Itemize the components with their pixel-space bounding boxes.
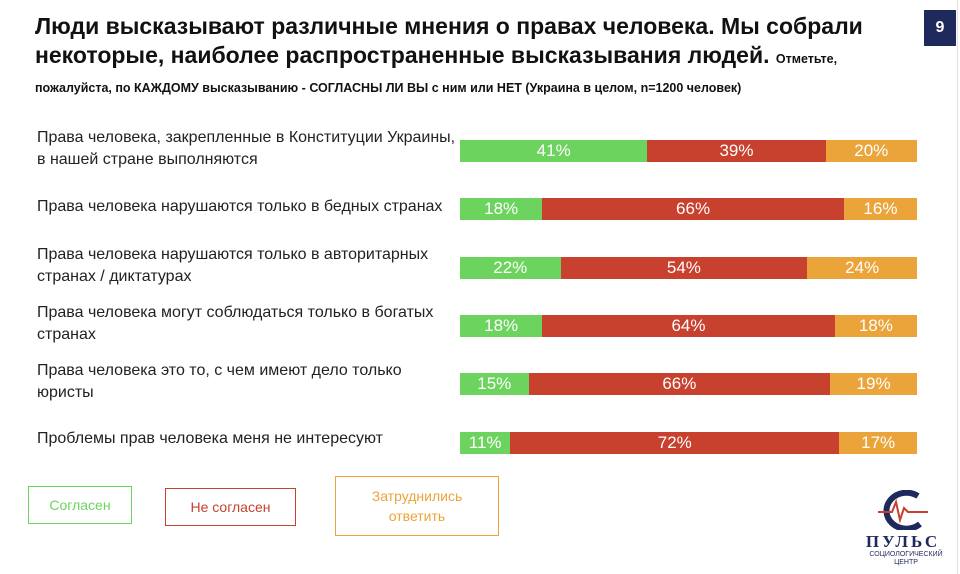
value-label: 15% [477,374,512,393]
bar-segment: 22% [460,257,561,279]
title-block: Люди высказывают различные мнения о прав… [35,12,885,99]
value-label: 18% [858,316,893,335]
category-label: Права человека нарушаются только в автор… [37,246,429,285]
bar-segment: 54% [560,257,808,279]
legend-entry: Затруднились ответить [335,476,499,536]
bar-segment: 66% [542,198,844,220]
bar-segment: 17% [839,432,917,454]
bar-segment: 72% [510,432,840,454]
category-label: Права человека это то, с чем имеют дело … [37,362,402,401]
bar-segment: 18% [460,198,543,220]
border [957,0,958,574]
value-label: 54% [666,258,701,277]
legend-entry: Согласен [28,486,132,524]
bar-segment: 15% [460,373,529,395]
value-label: 11% [468,433,502,452]
bar-segment: 16% [843,198,917,220]
category-label: Права человека нарушаются только в бедны… [37,198,443,215]
bar-segment: 66% [528,373,831,395]
value-label: 19% [856,374,891,393]
page-number: 9 [924,10,956,46]
bar-segment: 39% [647,140,826,162]
value-label: 20% [854,141,889,160]
value-label: 41% [536,141,571,160]
bar-segment: 24% [807,257,917,279]
bar-segment: 64% [542,315,835,337]
bar-segment: 19% [830,373,917,395]
value-label: 66% [662,374,697,393]
value-label: 72% [657,433,692,452]
bar-segment: 18% [834,315,917,337]
value-label: 64% [671,316,706,335]
bar-segment: 18% [460,315,543,337]
category-label: Проблемы прав человека меня не интересую… [37,430,383,447]
value-label: 17% [861,433,896,452]
category-label: Права человека, закрепленные в Конституц… [37,129,456,168]
chart-title: Люди высказывают различные мнения о прав… [35,13,863,68]
bar-segment: 11% [460,432,511,454]
logo-name: ПУЛЬС [865,532,941,551]
bar-segment: 41% [460,140,648,162]
logo-icon [878,490,928,530]
value-label: 24% [845,258,880,277]
logo-subtitle: СОЦИОЛОГИЧЕСКИЙ ЦЕНТР [869,551,943,566]
value-label: 66% [676,199,711,218]
value-label: 16% [863,199,898,218]
value-label: 18% [484,316,519,335]
category-label: Права человека могут соблюдаться только … [37,304,434,343]
chart-subtitle: Отметьте, пожалуйста, по КАЖДОМУ высказы… [35,52,838,95]
legend-entry: Не согласен [165,488,296,526]
bar-segment: 20% [825,140,917,162]
value-label: 39% [719,141,754,160]
value-label: 18% [484,199,519,218]
value-label: 22% [493,258,528,277]
